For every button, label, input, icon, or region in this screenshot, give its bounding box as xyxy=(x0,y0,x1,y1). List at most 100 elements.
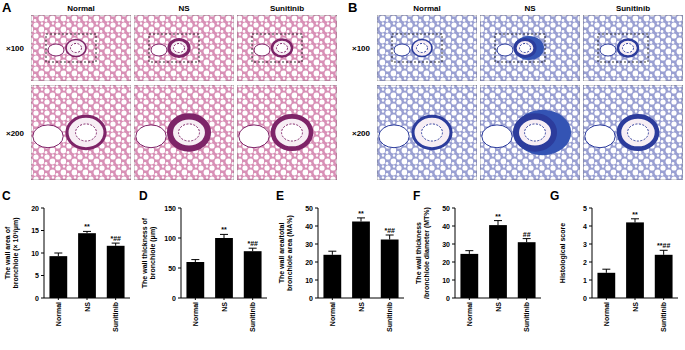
bar xyxy=(352,222,370,299)
x-tick xyxy=(635,298,636,300)
error-bar xyxy=(112,243,120,246)
x-tick xyxy=(498,298,499,300)
magnification-label: ×100 xyxy=(352,44,371,53)
y-tick-label: 4 xyxy=(583,223,587,230)
y-tick xyxy=(589,226,592,227)
y-axis xyxy=(318,208,319,298)
vessel xyxy=(151,44,167,56)
error-bar xyxy=(523,239,531,243)
bar xyxy=(518,242,536,298)
x-tick xyxy=(361,298,362,300)
error-bar xyxy=(83,231,91,233)
error-stem xyxy=(663,250,664,255)
tissue xyxy=(134,85,234,180)
x-tick-label: NS xyxy=(358,302,365,312)
y-tick xyxy=(589,244,592,245)
vessel xyxy=(48,44,64,56)
y-axis-label-line: The wall area/total xyxy=(278,223,285,284)
error-bar xyxy=(220,234,228,238)
bronchiole xyxy=(515,40,535,57)
x-tick-label: Normal xyxy=(55,302,62,326)
error-stem xyxy=(498,221,499,226)
y-tick-label: 50 xyxy=(305,205,313,212)
y-axis-label-line: The wall thickness of xyxy=(141,217,148,288)
micrograph-frame xyxy=(237,85,337,180)
bronchiole xyxy=(170,116,208,148)
y-tick xyxy=(452,280,455,281)
significance-label: *## xyxy=(247,240,258,247)
magnification-label: ×100 xyxy=(6,44,25,53)
x-tick-label: NS xyxy=(495,302,502,312)
epithelium xyxy=(282,124,303,141)
micrograph xyxy=(480,15,580,81)
y-tick xyxy=(41,208,44,209)
significance-label: ** xyxy=(84,223,90,230)
y-tick-label: 0 xyxy=(583,295,587,302)
bars xyxy=(460,221,535,298)
x-tick xyxy=(195,298,196,300)
error-bar xyxy=(494,221,502,226)
error-cap xyxy=(631,218,639,219)
y-tick-label: 15 xyxy=(31,227,39,234)
y-tick-label: 30 xyxy=(442,241,450,248)
micrograph xyxy=(583,85,683,180)
micrograph xyxy=(134,85,234,180)
y-tick-label: 40 xyxy=(305,223,313,230)
y-axis-label-line: The wall area of xyxy=(4,226,11,279)
bar xyxy=(186,262,204,298)
tissue xyxy=(583,15,683,81)
x-tick xyxy=(224,298,225,300)
y-tick-label: 10 xyxy=(442,277,450,284)
micrograph-frame xyxy=(237,15,337,81)
epithelium xyxy=(422,124,443,141)
significance-label: ** xyxy=(358,210,364,217)
y-tick xyxy=(178,298,181,299)
y-tick-label: 0 xyxy=(309,295,313,302)
tissue xyxy=(480,15,580,81)
y-axis-label-line: /bronchiole diameter (MT%) xyxy=(423,207,431,299)
zoom-box xyxy=(252,34,302,62)
tissue xyxy=(377,15,477,81)
x-tick-label: Normal xyxy=(466,302,473,326)
bronchiole xyxy=(66,40,86,57)
tissue xyxy=(31,15,131,81)
x-tick xyxy=(526,298,527,300)
micrograph xyxy=(237,85,337,180)
bar xyxy=(626,222,644,298)
group-label: NS xyxy=(524,4,536,13)
magnification-label: ×200 xyxy=(6,129,25,138)
vessel xyxy=(136,125,166,148)
significance-label: ## xyxy=(523,231,531,238)
x-tick-label: Sunitinib xyxy=(249,302,256,332)
error-cap xyxy=(660,250,668,251)
x-tick xyxy=(606,298,607,300)
epithelium xyxy=(71,44,82,53)
error-cap xyxy=(494,220,502,221)
y-tick xyxy=(41,298,44,299)
fibrosis xyxy=(514,36,544,60)
epithelium xyxy=(520,44,531,53)
y-tick xyxy=(178,208,181,209)
y-tick xyxy=(452,244,455,245)
x-tick-label: Normal xyxy=(192,302,199,326)
bar xyxy=(323,255,341,298)
micrograph xyxy=(583,15,683,81)
epithelium xyxy=(623,44,634,53)
y-tick xyxy=(452,226,455,227)
y-tick xyxy=(452,298,455,299)
significance-label: *## xyxy=(384,227,395,234)
tissue xyxy=(134,15,234,81)
zoom-box xyxy=(598,34,648,62)
bronchiole xyxy=(273,116,311,148)
bars xyxy=(323,218,398,298)
vessel xyxy=(239,125,269,148)
epithelium xyxy=(76,124,97,141)
tissue xyxy=(377,85,477,180)
y-axis-label-line: Histological score xyxy=(559,223,567,283)
error-cap xyxy=(54,253,62,254)
epithelium xyxy=(179,124,200,141)
error-bar xyxy=(191,260,199,262)
y-tick xyxy=(178,238,181,239)
epithelium xyxy=(525,124,546,141)
y-tick xyxy=(589,262,592,263)
